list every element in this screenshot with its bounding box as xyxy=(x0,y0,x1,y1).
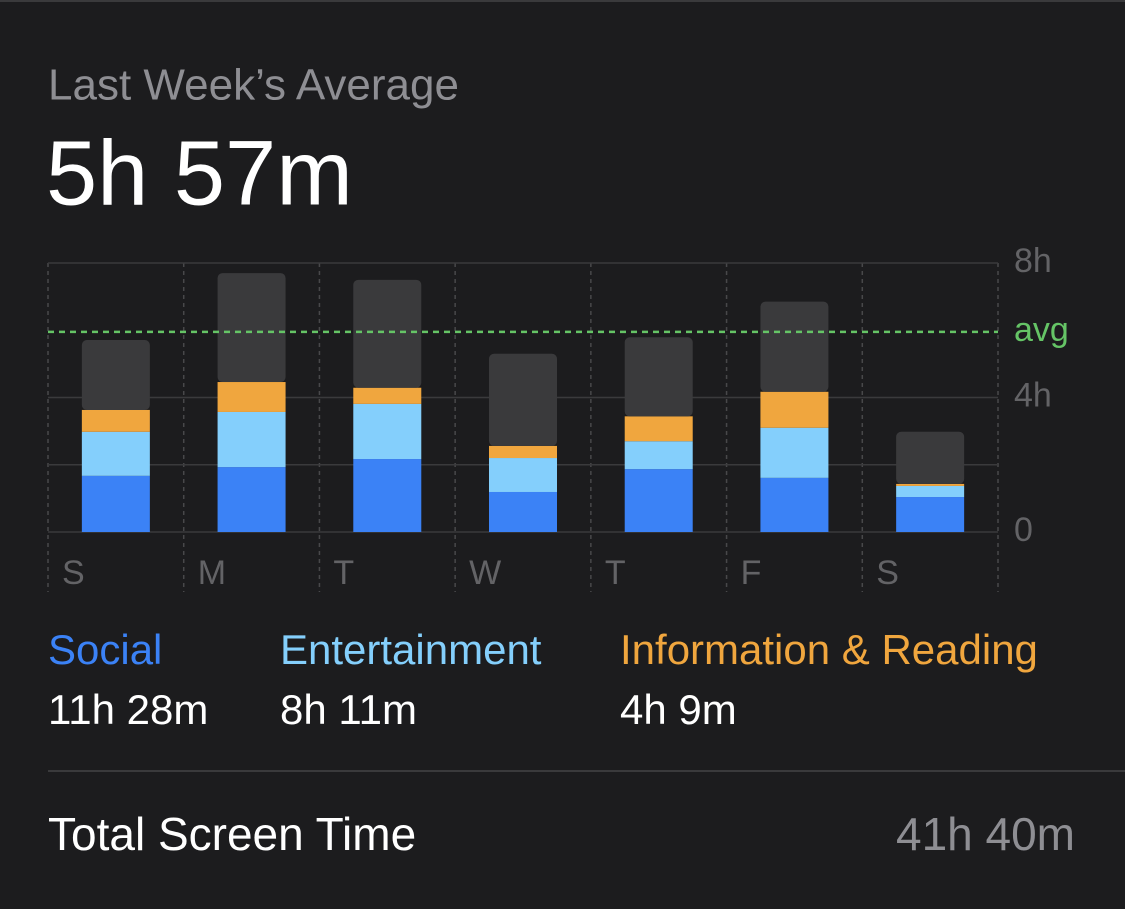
bar-segment xyxy=(353,403,422,460)
x-tick-label: T xyxy=(333,554,354,592)
bar-segment xyxy=(489,353,557,446)
x-tick-label: F xyxy=(741,554,762,592)
legend-name: Information & Reading xyxy=(620,626,1038,673)
legend-name: Social xyxy=(48,626,162,673)
bar-segment xyxy=(217,467,286,532)
legend-total: 11h 28m xyxy=(48,686,208,733)
bar-segment xyxy=(217,273,286,383)
legend-total: 8h 11m xyxy=(280,686,417,733)
y-tick-label: 8h xyxy=(1014,242,1052,280)
bar-segment xyxy=(353,459,422,532)
total-value: 41h 40m xyxy=(896,808,1075,860)
bar-segment xyxy=(896,431,965,484)
bar-segment xyxy=(896,497,965,532)
legend-name: Entertainment xyxy=(280,626,542,673)
bar-segment xyxy=(81,431,150,476)
bar-segment xyxy=(81,340,150,410)
bar-segment xyxy=(81,409,150,432)
bar-segment xyxy=(624,441,693,470)
bar-segment xyxy=(760,301,829,392)
y-tick-label: 0 xyxy=(1014,511,1033,549)
bar-segment xyxy=(81,475,150,532)
average-label: avg xyxy=(1014,311,1069,349)
bar-segment xyxy=(217,382,286,412)
bar-segment xyxy=(624,416,693,442)
bar-segment xyxy=(624,469,693,532)
bar-segment xyxy=(760,391,829,428)
x-tick-label: W xyxy=(469,554,501,592)
bar-segment xyxy=(896,483,965,486)
x-tick-label: T xyxy=(605,554,626,592)
bar-segment xyxy=(760,427,829,478)
y-tick-label: 4h xyxy=(1014,376,1052,414)
x-tick-label: S xyxy=(876,554,899,592)
legend-total: 4h 9m xyxy=(620,686,737,733)
x-tick-label: M xyxy=(198,554,226,592)
bar-segment xyxy=(353,279,422,388)
bar-segment xyxy=(489,491,557,532)
total-label: Total Screen Time xyxy=(48,808,416,860)
bar-segment xyxy=(896,485,965,498)
bar-segment xyxy=(489,445,557,459)
bar-segment xyxy=(353,387,422,404)
bar-segment xyxy=(489,458,557,492)
bar-segment xyxy=(624,337,693,417)
average-value: 5h 57m xyxy=(46,122,353,224)
title: Last Week’s Average xyxy=(48,61,459,110)
bar-segment xyxy=(217,411,286,468)
bar-segment xyxy=(760,477,829,532)
x-tick-label: S xyxy=(62,554,85,592)
